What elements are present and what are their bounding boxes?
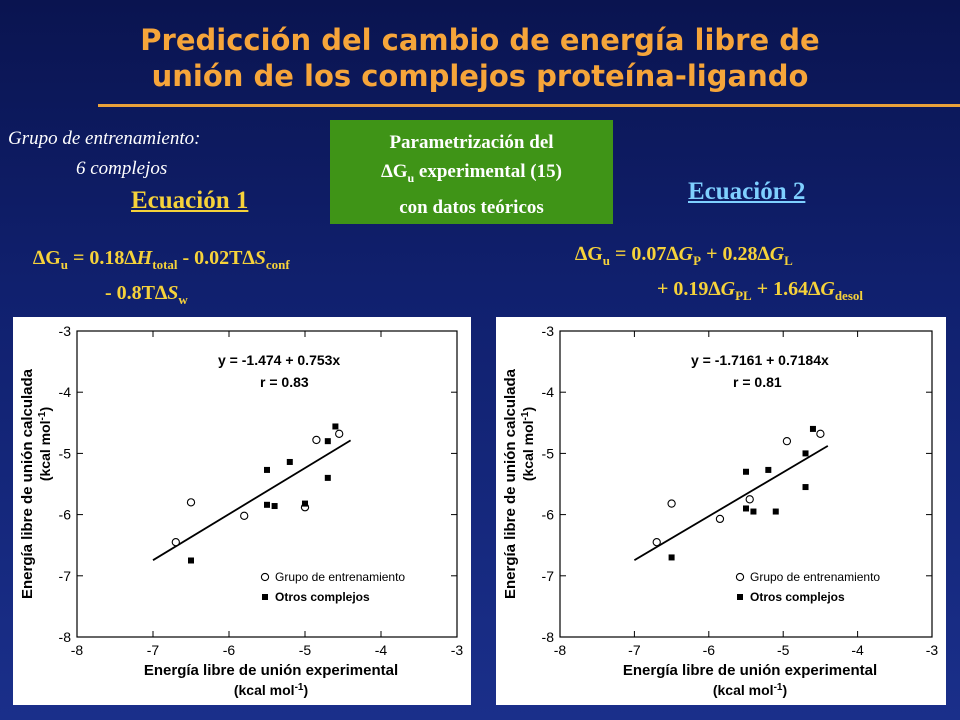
y-axis-label: Energía libre de unión calculada xyxy=(19,368,36,599)
y-tick-label: -5 xyxy=(542,445,555,461)
x-tick-label: -3 xyxy=(451,642,464,658)
chart-panel-2: -8 -7 -6 -5 -4 -3 -3 -4 -5 -6 -7 -8 y = -1.7161 + 0.… xyxy=(496,317,946,705)
other-complex-point xyxy=(802,450,809,457)
title-line-2: unión de los complejos proteína-ligando xyxy=(151,59,809,93)
other-complex-point xyxy=(264,466,270,473)
training-point xyxy=(745,495,754,504)
legend-training-label: Grupo de entrenamiento xyxy=(750,570,880,584)
training-point xyxy=(335,429,344,438)
training-point xyxy=(240,511,249,520)
scatter-chart-1: -8 -7 -6 -5 -4 -3 -3 -4 -5 -6 -7 -8 y = -1.474 + 0.7… xyxy=(19,323,464,698)
x-axis-units: (kcal mol-1) xyxy=(234,682,308,698)
y-axis-label: Energía libre de unión calculada xyxy=(502,368,519,599)
y-tick-label: -4 xyxy=(542,384,555,400)
training-point xyxy=(171,537,180,547)
x-axis-label: Energía libre de unión experimental xyxy=(623,662,877,679)
x-tick-label: -4 xyxy=(851,642,864,658)
other-complex-point xyxy=(302,500,308,507)
correlation-r: r = 0.81 xyxy=(733,374,782,390)
x-tick-label: -5 xyxy=(299,642,312,658)
plot-frame xyxy=(76,330,458,638)
other-complex-point xyxy=(264,501,270,508)
other-complex-point xyxy=(286,458,293,465)
y-tick-label: -7 xyxy=(59,568,72,584)
y-tick-label: -8 xyxy=(59,629,72,645)
x-axis-label: Energía libre de unión experimental xyxy=(144,662,398,679)
other-complex-point xyxy=(332,423,339,430)
other-complex-point xyxy=(271,503,278,510)
x-tick-label: -5 xyxy=(777,642,790,658)
equation-1-title: Ecuación 1 xyxy=(131,187,249,214)
formula-2: ∆Gu = 0.07∆GP + 0.28∆GL + 0.19∆GPL + 1.6… xyxy=(575,243,863,303)
title-line-1: Predicción del cambio de energía libre d… xyxy=(140,23,820,57)
y-tick-label: -3 xyxy=(542,323,555,339)
x-tick-label: -6 xyxy=(223,642,236,658)
training-line-1: Grupo de entrenamiento: xyxy=(8,128,201,149)
training-note: Grupo de entrenamiento: 6 complejos xyxy=(8,124,200,184)
y-tick-label: -7 xyxy=(542,568,555,584)
other-complex-point xyxy=(743,505,749,512)
y-axis-units: (kcal mol-1) xyxy=(520,407,536,481)
box-line-3: con datos teóricos xyxy=(399,196,544,218)
legend-training-marker xyxy=(260,572,270,582)
equation-2-title: Ecuación 2 xyxy=(688,178,806,205)
chart-panel-1: -8 -7 -6 -5 -4 -3 -3 -4 -5 -6 -7 -8 y = -1.474 + 0.7… xyxy=(13,317,471,705)
correlation-r: r = 0.83 xyxy=(260,374,309,390)
other-complex-point xyxy=(324,474,331,481)
x-tick-label: -3 xyxy=(926,642,939,658)
y-tick-label: -3 xyxy=(59,323,72,339)
training-point xyxy=(782,437,792,446)
training-point xyxy=(312,435,321,445)
legend-other-marker xyxy=(262,594,268,600)
x-tick-label: -4 xyxy=(375,642,388,658)
fit-equation: y = -1.7161 + 0.7184x xyxy=(691,352,829,368)
legend-training-marker xyxy=(735,572,745,582)
x-tick-label: -7 xyxy=(147,642,160,658)
title-divider xyxy=(98,104,960,107)
slide-title: Predicción del cambio de energía libre d… xyxy=(0,22,960,94)
x-tick-label: -7 xyxy=(628,642,641,658)
fit-line xyxy=(152,439,352,561)
box-line-2: ∆Gu experimental (15) xyxy=(381,161,562,185)
x-tick-label: -6 xyxy=(703,642,716,658)
scatter-chart-2: -8 -7 -6 -5 -4 -3 -3 -4 -5 -6 -7 -8 y = -1.7161 + 0.… xyxy=(502,323,939,698)
other-complex-point xyxy=(772,508,779,515)
formula-1: ∆Gu = 0.18∆Htotal - 0.02T∆Sconf - 0.8T∆S… xyxy=(33,247,290,307)
y-tick-label: -6 xyxy=(542,507,555,523)
training-point xyxy=(667,499,676,508)
x-tick-label: -8 xyxy=(71,642,84,658)
y-tick-label: -8 xyxy=(542,629,555,645)
other-complex-point xyxy=(668,554,675,561)
y-tick-label: -6 xyxy=(59,507,72,523)
training-point xyxy=(715,514,725,524)
other-complex-point xyxy=(809,425,816,432)
y-tick-label: -5 xyxy=(59,445,72,461)
other-complex-point xyxy=(188,557,194,564)
legend-other-label: Otros complejos xyxy=(275,590,370,604)
training-point xyxy=(816,429,825,438)
box-line-1: Parametrización del xyxy=(389,132,554,153)
other-complex-point xyxy=(765,466,772,473)
other-complex-point xyxy=(802,484,809,491)
other-complex-point xyxy=(743,468,749,475)
other-complex-point xyxy=(750,508,757,515)
x-tick-label: -8 xyxy=(554,642,567,658)
legend-other-marker xyxy=(737,594,743,600)
plot-frame xyxy=(559,330,933,638)
x-axis-units: (kcal mol-1) xyxy=(713,682,787,698)
legend-other-label: Otros complejos xyxy=(750,590,845,604)
fit-line xyxy=(633,445,829,561)
legend-training-label: Grupo de entrenamiento xyxy=(275,570,405,584)
y-tick-label: -4 xyxy=(59,384,72,400)
training-point xyxy=(652,537,661,547)
y-axis-units: (kcal mol-1) xyxy=(37,407,53,481)
training-point xyxy=(186,498,196,507)
parametrization-box: Parametrización del ∆Gu experimental (15… xyxy=(330,120,613,224)
fit-equation: y = -1.474 + 0.753x xyxy=(218,352,340,368)
training-line-2: 6 complejos xyxy=(76,158,168,179)
other-complex-point xyxy=(324,438,331,445)
